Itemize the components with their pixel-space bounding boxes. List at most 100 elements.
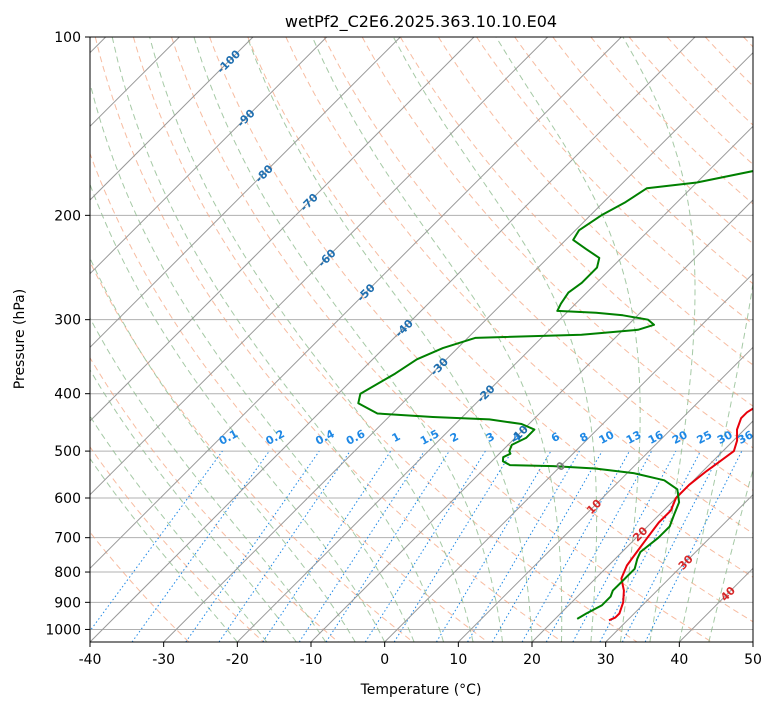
x-tick-label: -20 <box>226 652 249 668</box>
mixing-ratio-line <box>90 450 223 632</box>
y-tick-label: 100 <box>54 30 81 46</box>
mixing-ratio-line <box>298 450 425 642</box>
dry-adiabat-line <box>285 37 753 535</box>
mixing-ratio-label: 10 <box>597 428 617 447</box>
dry-adiabat-line <box>209 37 753 623</box>
dry-adiabat-line <box>476 37 753 325</box>
mixing-ratio-line <box>185 450 320 642</box>
dry-adiabat-line <box>90 446 264 642</box>
moist-adiabat-line <box>193 37 503 642</box>
x-tick-label: -10 <box>300 652 323 668</box>
moist-adiabat-line <box>246 37 533 642</box>
mixing-ratio-line <box>393 450 513 642</box>
mixing-ratio-label: 0.1 <box>217 427 240 448</box>
isotherm-line <box>90 37 475 422</box>
mixing-ratio-label: 0.4 <box>313 427 337 448</box>
isotherm-line <box>90 37 622 570</box>
mixing-ratio-line <box>572 450 677 642</box>
mixing-ratio-label: 3 <box>484 430 497 445</box>
dry-adiabat-line <box>437 37 753 366</box>
dry-adiabat-line <box>552 37 753 245</box>
dry-adiabat-line <box>90 531 190 642</box>
mixing-ratio-line <box>325 450 450 642</box>
dry-adiabat-line <box>90 152 488 642</box>
y-tick-label: 1000 <box>45 622 81 638</box>
dry-adiabat-line <box>704 37 753 87</box>
dry-adiabat-line <box>399 37 753 407</box>
mixing-ratio-line <box>131 450 270 642</box>
isotherm-label: -90 <box>234 106 257 129</box>
isotherm-line <box>752 641 753 642</box>
isotherm-line <box>605 493 753 642</box>
moist-adiabat-line <box>392 37 598 642</box>
profile-lines <box>357 170 753 622</box>
y-tick-label: 900 <box>54 595 81 611</box>
dry-adiabat-line <box>90 356 339 642</box>
mixing-ratio-line <box>599 450 701 642</box>
y-tick-label: 600 <box>54 491 81 507</box>
moist-adiabat-line <box>708 467 753 642</box>
y-tick-label: 200 <box>54 208 81 224</box>
isotherm-line <box>163 51 753 642</box>
dry-adiabat-line <box>743 37 753 48</box>
isotherm-line <box>384 272 753 642</box>
x-tick-label: -30 <box>152 652 175 668</box>
moist-adiabat-line <box>90 457 238 642</box>
mixing-ratio-label: 20 <box>670 428 690 447</box>
mixing-ratio-label: 36 <box>736 428 756 447</box>
isotherm-line <box>90 37 696 642</box>
isotherm-line <box>90 37 254 201</box>
moist-adiabat-line <box>149 37 474 642</box>
mixing-ratio-label: 1 <box>390 430 403 445</box>
dry-adiabat-line <box>132 37 638 642</box>
dewpoint-line <box>357 170 753 620</box>
mixing-ratio-line <box>491 450 603 642</box>
mixing-ratio-line <box>435 450 552 642</box>
mixing-ratio-line <box>218 450 351 642</box>
isotherm-label: 10 <box>584 497 604 517</box>
x-tick-label: 40 <box>670 652 688 668</box>
mixing-ratio-label: 30 <box>715 428 735 447</box>
background-lines <box>90 37 753 642</box>
mixing-ratio-label: 0.6 <box>344 427 368 448</box>
x-tick-label: -40 <box>79 652 102 668</box>
mixing-ratio-line <box>364 450 486 642</box>
mixing-ratio-label: 13 <box>624 428 644 447</box>
dry-adiabat-line <box>666 37 753 126</box>
moist-adiabat-line <box>90 256 356 642</box>
mixing-ratio-label: 1.5 <box>418 427 441 448</box>
moist-adiabat-line <box>90 415 268 642</box>
x-tick-label: 0 <box>380 652 389 668</box>
x-tick-label: 10 <box>449 652 467 668</box>
mixing-ratio-label: 25 <box>695 428 715 447</box>
isotherm-line <box>90 37 401 349</box>
plot-frame <box>89 36 754 643</box>
moist-adiabat-line <box>90 317 327 642</box>
moist-adiabat-line <box>111 37 445 642</box>
dry-adiabat-line <box>590 37 753 205</box>
mixing-ratio-label: 2 <box>448 430 461 445</box>
moist-adiabat-line <box>311 37 563 642</box>
isotherm-line <box>236 125 753 642</box>
moist-adiabat-line <box>622 37 696 642</box>
dry-adiabat-line <box>171 37 712 642</box>
chart-title: wetPf2_C2E6.2025.363.10.10.E04 <box>285 12 557 32</box>
temperature-line <box>608 407 753 622</box>
isotherm-line <box>531 420 753 642</box>
mixing-ratio-line <box>545 450 653 642</box>
y-tick-label: 400 <box>54 387 81 403</box>
mixing-ratio-line <box>521 450 630 642</box>
isotherm-label: -100 <box>215 47 244 76</box>
moist-adiabat-line <box>678 280 753 642</box>
x-tick-label: 50 <box>744 652 762 668</box>
y-tick-label: 500 <box>54 444 81 460</box>
x-tick-label: 30 <box>597 652 615 668</box>
dry-adiabat-line <box>90 260 414 642</box>
mixing-ratio-line <box>262 450 392 642</box>
dry-adiabat-line <box>323 37 753 491</box>
mixing-ratio-label: 0.2 <box>264 427 287 448</box>
y-tick-label: 800 <box>54 565 81 581</box>
y-tick-label: 700 <box>54 531 81 547</box>
isotherm-line <box>310 199 753 642</box>
